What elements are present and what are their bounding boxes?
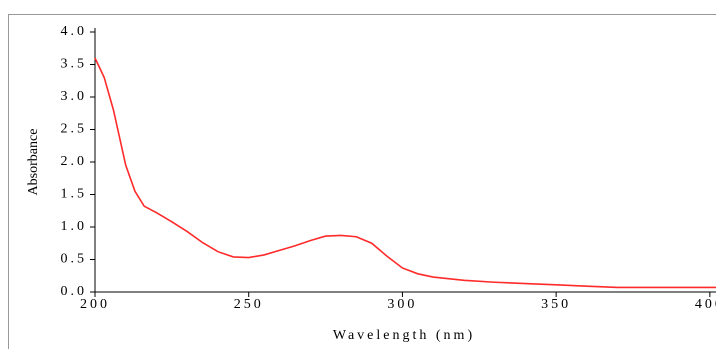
y-tick-label: 1.0 (61, 219, 88, 234)
x-tick-label: 400 (695, 297, 716, 312)
y-tick-label: 2.0 (61, 154, 88, 169)
y-tick-label: 0.5 (61, 252, 88, 267)
y-tick-label: 3.0 (61, 89, 88, 104)
y-tick-label: 2.5 (61, 122, 88, 137)
x-tick-label: 300 (387, 297, 417, 312)
y-tick-label: 1.5 (61, 187, 88, 202)
y-tick-label: 3.5 (61, 57, 88, 72)
frame (8, 14, 716, 349)
y-axis-label: Absorbance (26, 129, 41, 196)
x-tick-label: 250 (234, 297, 264, 312)
y-tick-label: 4.0 (61, 24, 88, 39)
x-tick-label: 350 (541, 297, 571, 312)
x-tick-label: 200 (80, 297, 110, 312)
y-tick-label: 0.0 (61, 284, 88, 299)
spectrum-line (94, 57, 716, 289)
x-axis-label: Wavelength (nm) (333, 328, 475, 343)
